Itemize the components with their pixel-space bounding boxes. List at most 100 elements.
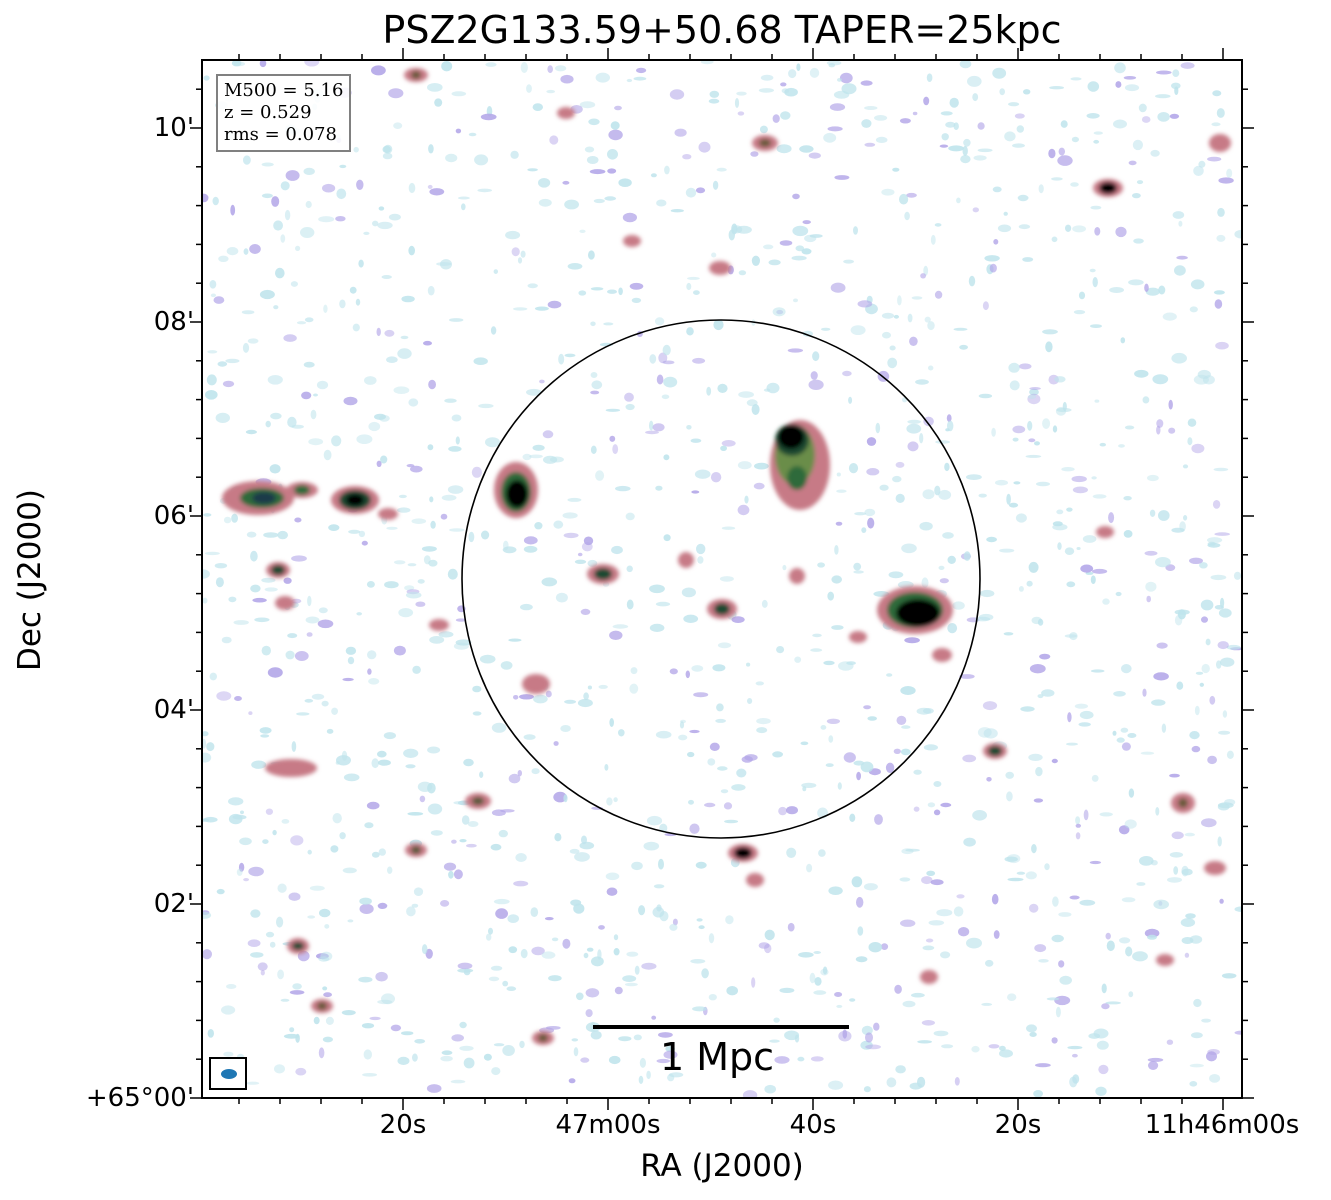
noise-speck <box>1234 1030 1242 1035</box>
noise-speck <box>415 601 426 607</box>
noise-speck <box>720 445 727 451</box>
noise-speck <box>493 1043 505 1047</box>
noise-speck <box>968 275 976 287</box>
noise-speck <box>1216 108 1225 118</box>
noise-speck <box>843 259 854 264</box>
noise-speck <box>269 941 276 948</box>
noise-speck <box>631 861 643 871</box>
noise-speck <box>1211 122 1221 127</box>
noise-speck <box>1007 877 1024 882</box>
noise-speck <box>412 1053 418 1062</box>
noise-speck <box>307 595 312 607</box>
noise-speck <box>721 440 736 447</box>
noise-speck <box>738 270 747 276</box>
noise-speck <box>390 1024 402 1032</box>
noise-speck <box>428 559 438 567</box>
noise-speck <box>707 758 716 766</box>
noise-speck <box>989 263 997 273</box>
noise-speck <box>1028 561 1039 573</box>
noise-speck <box>849 998 856 1002</box>
noise-speck <box>377 902 388 910</box>
noise-speck <box>478 403 494 409</box>
noise-speck <box>1174 265 1186 276</box>
noise-speck <box>633 76 647 81</box>
noise-speck <box>810 1056 824 1062</box>
noise-speck <box>716 167 727 172</box>
noise-speck <box>853 226 858 235</box>
noise-speck <box>921 577 929 588</box>
noise-speck <box>453 801 469 805</box>
noise-speck <box>956 197 961 204</box>
noise-speck <box>708 994 717 1001</box>
noise-speck <box>1168 399 1173 410</box>
noise-speck <box>843 752 856 763</box>
noise-speck <box>997 224 1012 233</box>
noise-speck <box>953 327 968 331</box>
noise-speck <box>397 507 411 513</box>
noise-speck <box>1136 180 1144 185</box>
noise-speck <box>1035 1063 1051 1068</box>
noise-speck <box>573 1047 579 1057</box>
noise-speck <box>519 694 534 700</box>
noise-speck <box>866 468 880 476</box>
noise-speck <box>1094 399 1100 403</box>
noise-speck <box>245 429 257 435</box>
noise-speck <box>313 393 318 397</box>
noise-speck <box>1079 899 1096 906</box>
noise-speck <box>691 665 704 672</box>
noise-speck <box>291 555 307 562</box>
noise-speck <box>1212 90 1222 97</box>
noise-speck <box>662 344 671 356</box>
noise-speck <box>238 862 245 872</box>
noise-speck <box>758 942 770 949</box>
noise-speck <box>356 434 373 445</box>
noise-speck <box>1115 81 1122 88</box>
noise-speck <box>436 262 452 266</box>
noise-speck <box>356 612 363 616</box>
noise-speck <box>1156 70 1172 75</box>
noise-speck <box>493 269 498 274</box>
noise-speck <box>553 791 567 803</box>
noise-speck <box>736 91 747 96</box>
noise-speck <box>318 607 328 614</box>
noise-speck <box>1025 454 1042 458</box>
noise-speck <box>923 416 934 427</box>
noise-speck <box>746 662 751 667</box>
beam-box <box>209 1057 247 1090</box>
noise-speck <box>1008 102 1020 107</box>
noise-speck <box>1132 139 1143 151</box>
noise-speck <box>1026 1024 1037 1033</box>
noise-speck <box>933 809 941 816</box>
noise-speck <box>459 1021 467 1029</box>
noise-speck <box>894 984 902 994</box>
noise-speck <box>1136 882 1146 886</box>
noise-speck <box>1224 799 1236 806</box>
noise-speck <box>583 536 594 546</box>
noise-speck <box>698 141 711 153</box>
noise-speck <box>791 255 807 261</box>
noise-speck <box>1191 443 1205 454</box>
noise-speck <box>1217 207 1225 217</box>
noise-speck <box>897 295 902 306</box>
noise-speck <box>260 734 270 738</box>
noise-speck <box>546 89 555 94</box>
noise-speck <box>626 951 639 957</box>
noise-speck <box>857 300 873 308</box>
noise-speck <box>554 833 562 842</box>
noise-speck <box>885 762 895 773</box>
noise-speck <box>1034 441 1040 446</box>
noise-speck <box>731 616 745 623</box>
noise-speck <box>1057 542 1062 550</box>
noise-speck <box>612 444 619 455</box>
noise-speck <box>1029 903 1039 913</box>
noise-speck <box>342 677 354 682</box>
noise-speck <box>959 60 972 69</box>
noise-speck <box>1090 575 1096 584</box>
noise-speck <box>922 489 935 500</box>
noise-speck <box>928 365 934 371</box>
noise-speck <box>243 878 250 882</box>
noise-speck <box>593 198 605 204</box>
noise-speck <box>541 951 556 959</box>
noise-speck <box>1234 906 1242 912</box>
noise-speck <box>1216 234 1226 242</box>
